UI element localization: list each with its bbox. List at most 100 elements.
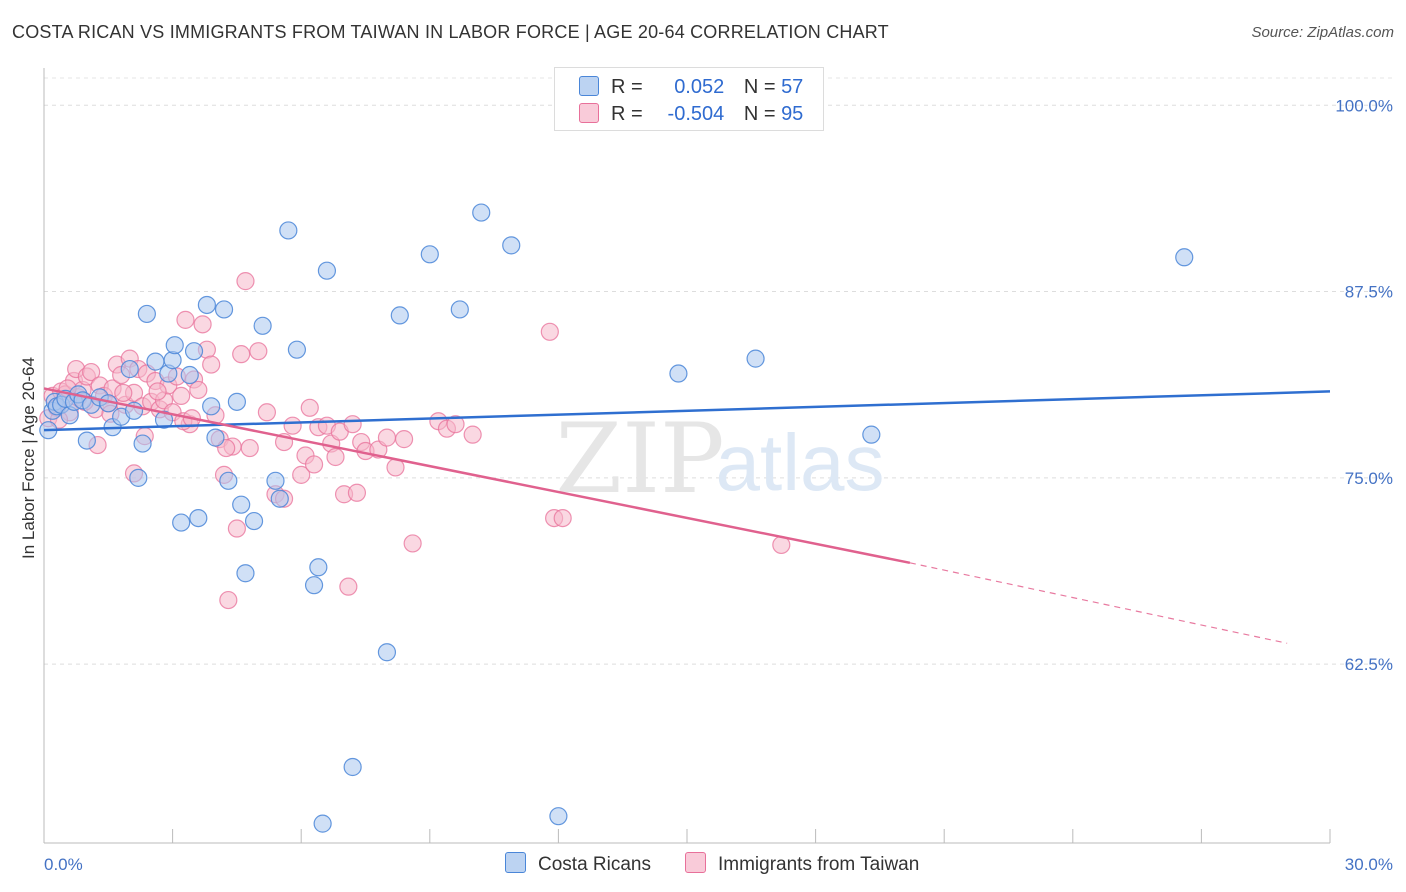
data-point-costa-rican — [270, 489, 289, 508]
data-point-costa-rican — [236, 564, 255, 583]
data-point-taiwan — [232, 345, 251, 364]
trend-lines — [43, 387, 1331, 644]
y-tick-label: 75.0% — [1345, 469, 1393, 488]
data-point-taiwan — [403, 534, 422, 553]
data-point-costa-rican — [180, 365, 199, 385]
legend-n-value: 57 — [781, 76, 804, 98]
data-point-costa-rican — [165, 336, 184, 355]
data-point-taiwan — [446, 415, 465, 434]
data-point-costa-rican — [377, 643, 397, 662]
data-point-taiwan — [394, 430, 414, 449]
legend-swatch-blue — [505, 852, 526, 873]
data-point-costa-rican — [129, 468, 148, 487]
data-point-taiwan — [300, 398, 319, 417]
data-point-costa-rican — [862, 425, 881, 444]
data-point-taiwan — [236, 272, 255, 291]
data-point-costa-rican — [313, 814, 332, 833]
data-point-taiwan — [463, 425, 482, 444]
data-point-taiwan — [343, 415, 362, 434]
data-point-costa-rican — [154, 410, 174, 429]
axes — [43, 68, 1331, 844]
data-point-costa-rican — [206, 428, 225, 447]
trend-line-taiwan-extrapolated — [909, 562, 1288, 644]
y-tick-label: 100.0% — [1335, 96, 1393, 115]
data-point-taiwan — [377, 428, 397, 447]
data-point-taiwan — [283, 416, 302, 435]
data-point-costa-rican — [163, 351, 182, 370]
legend-r-value: 0.052 — [674, 76, 725, 98]
legend-r-value: -0.504 — [667, 103, 725, 125]
legend-n-label: N = — [743, 76, 776, 98]
legend-row-taiwan: R = -0.504 N = 95 — [579, 103, 803, 127]
data-point-costa-rican — [146, 352, 165, 371]
data-point-costa-rican — [669, 364, 688, 383]
legend-item-costa-ricans: Costa Ricans — [505, 852, 651, 876]
data-point-costa-rican — [244, 511, 264, 531]
data-point-taiwan — [257, 403, 277, 422]
data-point-costa-rican — [77, 431, 96, 450]
chart-title: COSTA RICAN VS IMMIGRANTS FROM TAIWAN IN… — [12, 22, 889, 42]
data-point-costa-rican — [184, 342, 204, 361]
y-tick-labels: 100.0% 87.5% 75.0% 62.5% — [1335, 96, 1393, 674]
data-point-taiwan — [219, 590, 238, 610]
data-point-costa-rican — [420, 245, 439, 264]
watermark-atlas: atlas — [716, 418, 885, 507]
data-point-taiwan — [176, 310, 195, 329]
data-point-taiwan — [249, 342, 268, 361]
data-point-costa-rican — [472, 203, 491, 222]
data-point-taiwan — [82, 362, 101, 382]
legend-label-taiwan: Immigrants from Taiwan — [718, 854, 920, 875]
data-point-taiwan — [292, 465, 311, 484]
source-label: Source: ZipAtlas.com — [1251, 24, 1394, 41]
data-point-costa-rican — [343, 757, 362, 777]
x-tick-label-right: 30.0% — [1345, 855, 1393, 874]
legend-swatch-pink — [579, 103, 599, 123]
data-point-costa-rican — [502, 236, 521, 255]
legend-row-costa-rican: R = 0.052 N = 57 — [579, 76, 803, 100]
data-point-costa-rican — [232, 495, 251, 514]
series-costa-rican-points — [39, 203, 1194, 833]
data-point-costa-rican — [227, 392, 246, 411]
legend-item-taiwan: Immigrants from Taiwan — [685, 852, 919, 876]
data-point-costa-rican — [390, 306, 409, 325]
data-point-costa-rican — [746, 349, 765, 368]
legend-r-label: R = — [611, 103, 643, 125]
legend-r-label: R = — [611, 76, 643, 98]
data-point-costa-rican — [197, 295, 216, 315]
data-point-costa-rican — [219, 471, 238, 490]
data-point-taiwan — [304, 455, 324, 474]
data-point-costa-rican — [1175, 248, 1194, 267]
data-point-costa-rican — [304, 576, 324, 595]
data-point-taiwan — [114, 383, 133, 403]
data-point-costa-rican — [279, 221, 298, 240]
legend-n-label: N = — [743, 103, 776, 125]
data-point-taiwan — [326, 447, 345, 467]
series-legend: Costa Ricans Immigrants from Taiwan — [0, 852, 1406, 878]
data-point-costa-rican — [172, 513, 191, 532]
data-point-costa-rican — [137, 304, 156, 324]
stats-legend: R = 0.052 N = 57 R = -0.504 N = 95 — [554, 67, 824, 131]
watermark: ZIP atlas — [555, 403, 884, 515]
data-point-costa-rican — [450, 300, 469, 319]
data-point-costa-rican — [309, 558, 328, 577]
legend-label-costa-ricans: Costa Ricans — [538, 854, 651, 875]
data-point-costa-rican — [120, 359, 139, 379]
y-tick-label: 62.5% — [1345, 655, 1393, 674]
legend-swatch-pink — [685, 852, 706, 873]
data-point-costa-rican — [253, 316, 272, 335]
watermark-zip: ZIP — [555, 403, 724, 515]
data-point-taiwan — [148, 382, 167, 401]
data-point-taiwan — [553, 508, 572, 528]
x-tick-label-left: 0.0% — [44, 855, 83, 874]
trend-line-costa-rican — [43, 390, 1331, 432]
data-point-taiwan — [240, 438, 259, 458]
data-point-costa-rican — [214, 300, 234, 319]
data-point-taiwan — [202, 355, 221, 374]
data-point-costa-rican — [266, 471, 285, 490]
data-point-taiwan — [227, 519, 246, 538]
data-point-costa-rican — [189, 508, 208, 528]
data-point-costa-rican — [549, 807, 568, 826]
y-tick-label: 87.5% — [1345, 283, 1393, 302]
y-axis-label: In Labor Force | Age 20-64 — [19, 357, 38, 559]
